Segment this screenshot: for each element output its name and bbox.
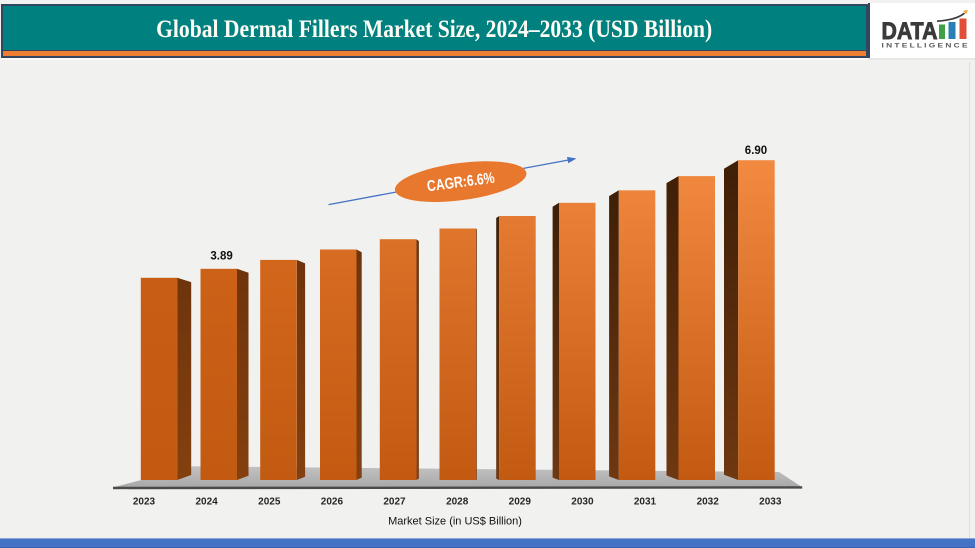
svg-text:2031: 2031	[634, 496, 657, 507]
svg-text:2026: 2026	[321, 496, 344, 507]
svg-text:2025: 2025	[258, 496, 281, 507]
svg-text:2027: 2027	[383, 496, 406, 507]
svg-text:2032: 2032	[697, 496, 720, 507]
svg-text:I N T E L L I G E N C E: I N T E L L I G E N C E	[882, 43, 969, 50]
svg-text:2030: 2030	[571, 496, 594, 507]
svg-text:6.90: 6.90	[745, 145, 767, 157]
svg-text:2023: 2023	[133, 496, 156, 507]
svg-text:3.89: 3.89	[210, 251, 232, 263]
svg-text:DATA: DATA	[882, 18, 938, 45]
svg-text:2029: 2029	[509, 496, 532, 507]
svg-text:Market Size (in US$ Billion): Market Size (in US$ Billion)	[388, 516, 522, 528]
svg-text:2033: 2033	[759, 496, 782, 507]
svg-text:2028: 2028	[446, 496, 469, 507]
svg-text:2024: 2024	[195, 496, 218, 507]
